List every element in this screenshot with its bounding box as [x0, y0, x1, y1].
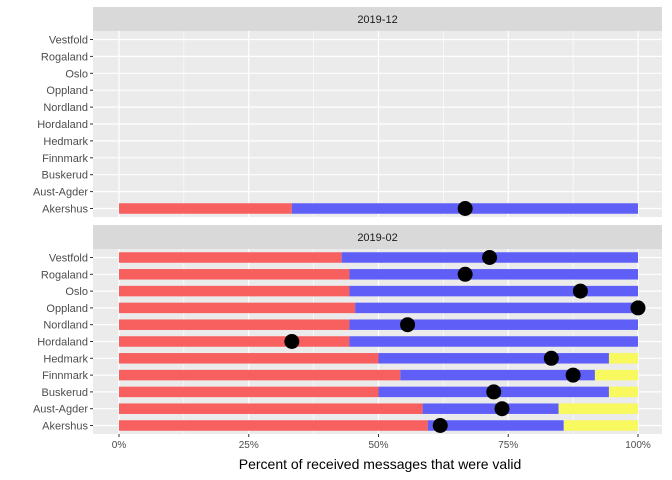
bar-segment-blue — [378, 353, 609, 364]
bar-segment-yellow — [563, 420, 638, 431]
y-tick-label: Akershus — [42, 204, 88, 216]
bar-segment-blue — [427, 420, 564, 431]
y-tick-label: Oslo — [65, 286, 88, 298]
y-tick-label: Vestfold — [49, 253, 88, 265]
y-tick-label: Hedmark — [43, 136, 88, 148]
y-tick-label: Rogaland — [41, 51, 88, 63]
x-tick-label: 50% — [368, 440, 388, 451]
x-tick-label: 100% — [625, 440, 651, 451]
data-point — [284, 334, 300, 349]
bar-segment-red — [119, 386, 379, 398]
y-tick-label: Oslo — [65, 68, 88, 80]
data-point — [482, 250, 498, 265]
panel-2019-02: 2019-02 Vestfold Rogaland Oslo Oppland Nordla… — [33, 225, 662, 434]
x-axis-title: Percent of received messages that were v… — [239, 456, 521, 472]
data-point — [432, 418, 448, 433]
bar-segment-red — [119, 353, 379, 364]
x-tick-label: 75% — [498, 440, 518, 451]
data-point — [572, 283, 588, 299]
y-tick-label: Hordaland — [37, 119, 88, 131]
data-point — [494, 401, 510, 417]
panel-strip-label: 2019-12 — [357, 14, 397, 26]
data-point — [486, 384, 502, 400]
panels-layer: 2019-12 Vestfold Rogaland Oslo Oppland Nordla… — [33, 7, 662, 434]
data-point — [630, 300, 646, 316]
y-tick-label: Nordland — [43, 102, 88, 114]
y-tick-label: Buskerud — [42, 387, 88, 399]
bar-segment-blue — [400, 369, 595, 381]
data-point — [457, 201, 473, 216]
data-point — [400, 317, 416, 333]
y-tick-label: Aust-Agder — [33, 404, 88, 416]
data-point — [543, 350, 559, 366]
bar-segment-blue — [349, 319, 638, 330]
data-point — [457, 266, 473, 282]
bar-segment-red — [119, 336, 350, 347]
bar-segment-red — [119, 285, 350, 297]
panel-strip — [93, 7, 662, 31]
bar-segment-red — [119, 319, 350, 330]
bar-segment-yellow — [558, 403, 638, 414]
bar-segment-blue — [355, 302, 638, 314]
y-tick-label: Oppland — [46, 303, 88, 315]
y-tick-label: Finnmark — [42, 153, 88, 165]
y-tick-label: Oppland — [46, 85, 88, 97]
bar-segment-blue — [349, 269, 638, 280]
y-tick-label: Hedmark — [43, 353, 88, 365]
bar-segment-red — [119, 403, 423, 414]
x-tick-label: 0% — [112, 440, 127, 451]
y-tick-label: Finnmark — [42, 370, 88, 382]
bar-segment-red — [119, 420, 428, 431]
y-tick-label: Akershus — [42, 421, 88, 433]
bar-segment-red — [119, 302, 356, 314]
bar-segment-red — [119, 203, 292, 214]
bar-segment-yellow — [594, 369, 638, 381]
bar-segment-red — [119, 269, 350, 280]
x-axis: 0% 25% 50% 75% 100% — [112, 434, 651, 451]
bar-segment-yellow — [608, 386, 638, 398]
bar-segment-yellow — [608, 353, 638, 364]
panel-strip-label: 2019-02 — [357, 232, 397, 244]
y-tick-label: Rogaland — [41, 269, 88, 281]
y-tick-label: Buskerud — [42, 170, 88, 182]
bar-segment-blue — [422, 403, 559, 414]
y-tick-label: Hordaland — [37, 337, 88, 349]
bar-segment-blue — [349, 285, 638, 297]
x-tick-label: 25% — [239, 440, 259, 451]
y-tick-label: Aust-Agder — [33, 187, 88, 199]
panel-2019-12: 2019-12 Vestfold Rogaland Oslo Oppland Nordla… — [33, 7, 662, 217]
data-point — [565, 367, 581, 383]
y-tick-label: Nordland — [43, 320, 88, 332]
bar-segment-blue — [349, 336, 638, 347]
y-tick-label: Vestfold — [49, 35, 88, 47]
panel-strip — [93, 225, 662, 249]
bar-segment-red — [119, 369, 401, 381]
bar-segment-red — [119, 252, 342, 263]
